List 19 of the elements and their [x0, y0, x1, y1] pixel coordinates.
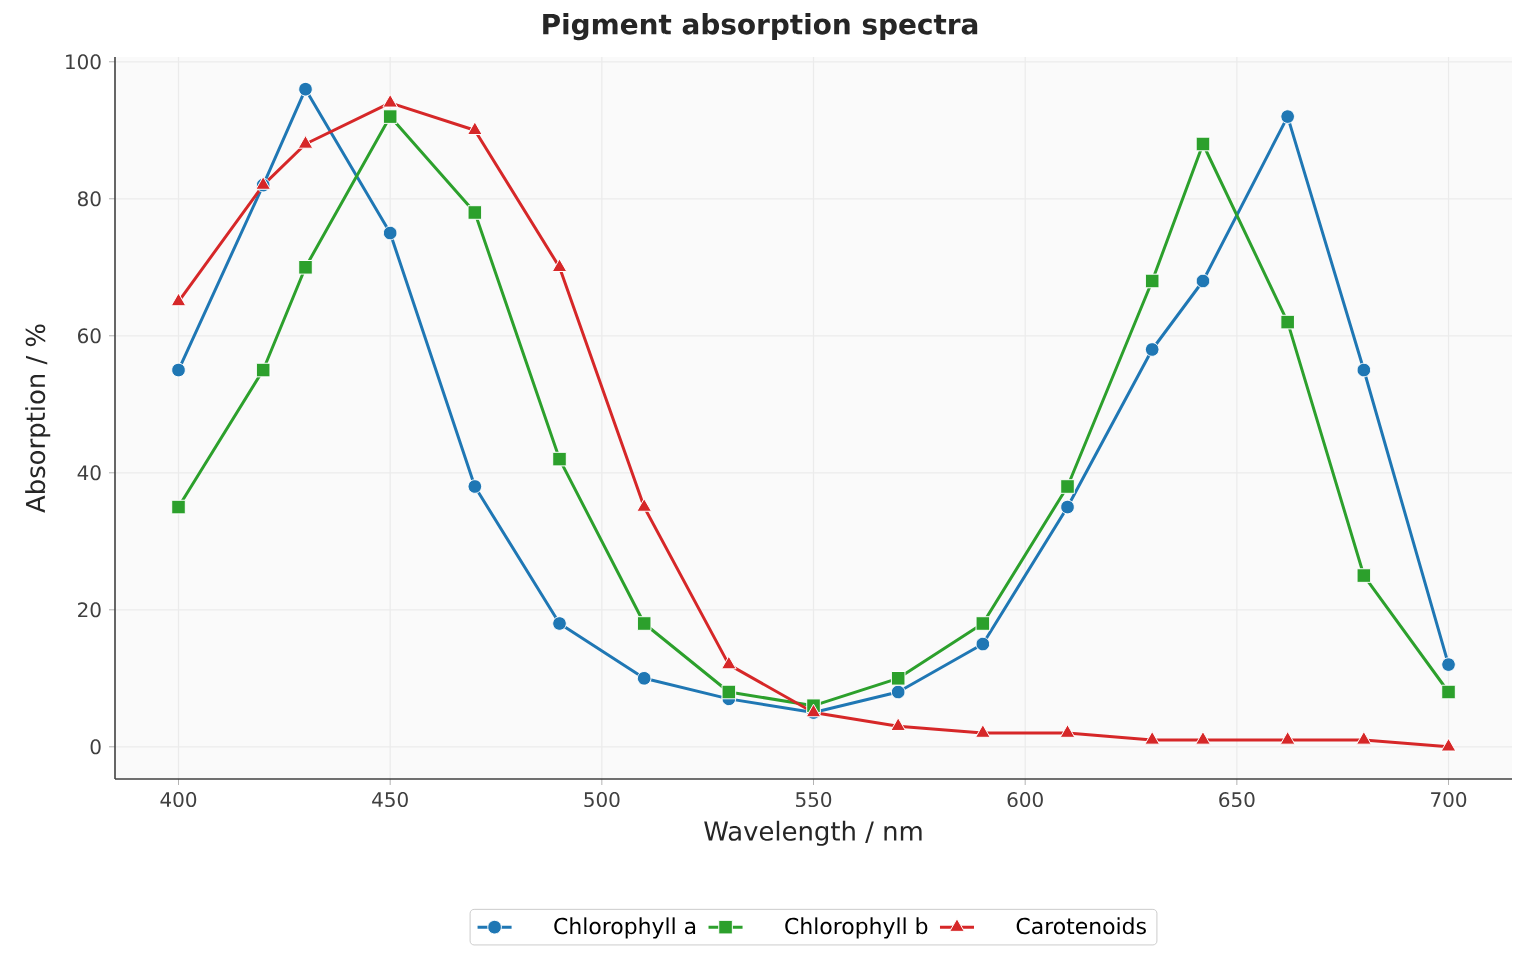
x-tick-label: 450	[372, 792, 408, 808]
x-tick-label: 400	[160, 792, 197, 808]
x-axis-title: Wavelength / nm	[704, 820, 922, 846]
legend-label: Chlorophyll b	[785, 917, 928, 939]
legend-label: Carotenoids	[1016, 917, 1146, 935]
y-axis-title: Absorption / %	[25, 324, 51, 513]
y-tick-label: 20	[78, 602, 101, 618]
y-tick-label: 80	[77, 191, 101, 207]
x-tick-label: 700	[1431, 792, 1467, 808]
x-tick-label: 550	[796, 792, 832, 808]
y-tick-label: 100	[66, 54, 101, 70]
y-tick-label: 40	[77, 465, 101, 481]
x-tick-label: 650	[1219, 792, 1255, 808]
x-tick-label: 600	[1007, 792, 1043, 808]
y-tick-label: 60	[78, 328, 101, 344]
y-tick-label: 0	[90, 739, 101, 755]
x-tick-label: 500	[584, 792, 620, 808]
chart-title: Pigment absorption spectra	[543, 13, 978, 41]
legend-label: Chlorophyll a	[554, 917, 696, 939]
